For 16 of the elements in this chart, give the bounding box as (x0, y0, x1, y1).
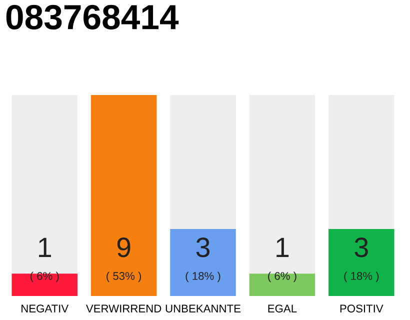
data-label: 3 (354, 238, 368, 258)
annotation: ( 6% ) (268, 272, 296, 282)
data-label: 9 (117, 238, 130, 258)
x-tick-label: UNBEKANNTE (166, 304, 240, 312)
x-tick-label: POSITIV (340, 304, 384, 312)
chart-title: 083768414 (6, 4, 179, 30)
annotation: ( 18% ) (186, 272, 220, 282)
x-tick-label: EGAL (268, 304, 297, 312)
data-label: 1 (276, 238, 289, 257)
data-label: 3 (196, 238, 210, 258)
annotation: ( 18% ) (344, 272, 379, 282)
annotation: ( 6% ) (30, 272, 59, 282)
data-label: 1 (38, 238, 51, 257)
x-tick-label: NEGATIV (22, 304, 69, 312)
x-tick-label: VERWIRREND (86, 304, 162, 312)
annotation: ( 53% ) (106, 272, 142, 282)
